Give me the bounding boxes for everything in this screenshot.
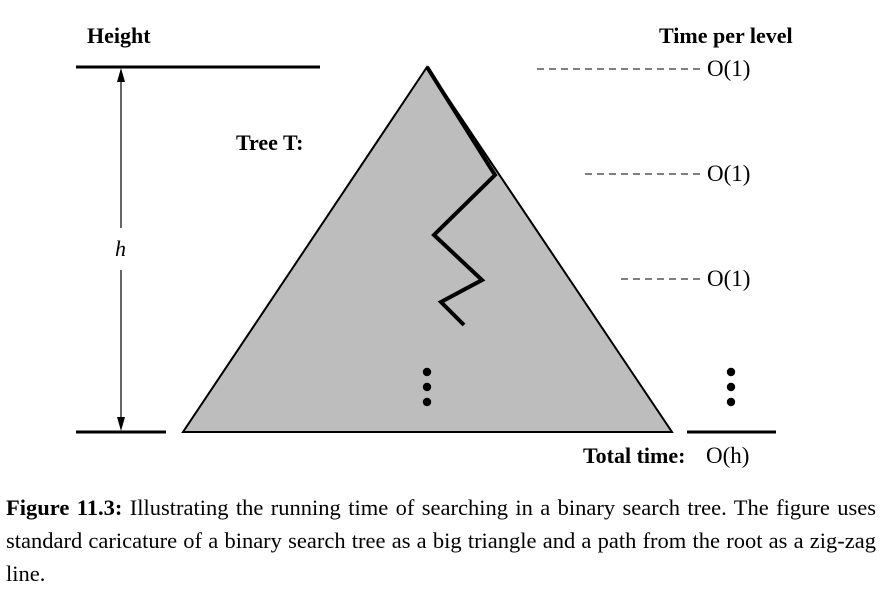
level-2-cost: O(1) bbox=[707, 161, 751, 186]
tree-triangle bbox=[181, 65, 674, 433]
level-1-cost: O(1) bbox=[707, 56, 751, 81]
tree-diagram bbox=[76, 65, 776, 434]
cost-ellipsis-dot bbox=[726, 397, 736, 407]
cost-ellipsis-dot bbox=[726, 367, 736, 377]
tree-ellipsis-dot bbox=[422, 367, 432, 377]
total-time-label: Total time: bbox=[583, 443, 686, 468]
height-arrow-head-up bbox=[117, 68, 125, 82]
caption-text: Illustrating the running time of searchi… bbox=[6, 495, 876, 586]
height-variable-h: h bbox=[115, 236, 126, 261]
height-heading: Height bbox=[87, 23, 151, 48]
figure-caption: Figure 11.3: Illustrating the running ti… bbox=[6, 491, 876, 590]
cost-ellipsis-dot bbox=[726, 382, 736, 392]
tree-ellipsis-dot bbox=[422, 397, 432, 407]
level-3-cost: O(1) bbox=[707, 266, 751, 291]
height-arrow-head-down bbox=[117, 417, 125, 431]
total-time-value: O(h) bbox=[706, 443, 750, 468]
search-path-zigzag bbox=[425, 65, 498, 327]
time-per-level-heading: Time per level bbox=[659, 23, 793, 48]
figure-number: Figure 11.3: bbox=[6, 495, 123, 520]
tree-ellipsis-dot bbox=[422, 382, 432, 392]
tree-label: Tree T: bbox=[236, 130, 304, 155]
